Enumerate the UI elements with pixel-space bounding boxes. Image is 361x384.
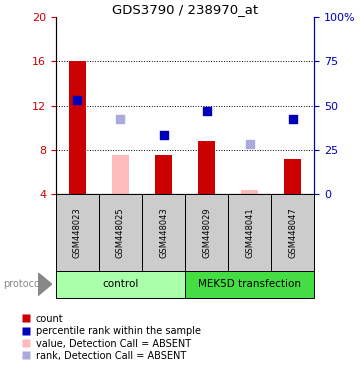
Point (247, 141, 252, 147)
Bar (155, 155, 172, 194)
Legend: count, percentile rank within the sample, value, Detection Call = ABSENT, rank, : count, percentile rank within the sample… (19, 312, 203, 363)
Text: GSM448023: GSM448023 (73, 207, 82, 258)
Bar (99, 194, 142, 271)
Bar (185, 194, 228, 271)
Bar (198, 141, 215, 194)
Bar (241, 190, 258, 194)
Bar (56, 271, 185, 298)
Bar (271, 194, 314, 271)
Title: GDS3790 / 238970_at: GDS3790 / 238970_at (112, 3, 258, 16)
Bar (56, 194, 99, 271)
Bar (142, 194, 185, 271)
Text: GSM448029: GSM448029 (202, 207, 211, 258)
Text: GSM448041: GSM448041 (245, 207, 254, 258)
Point (204, 108, 209, 114)
Bar (228, 194, 271, 271)
Point (290, 116, 295, 122)
Bar (112, 155, 129, 194)
Text: GSM448043: GSM448043 (159, 207, 168, 258)
Bar (284, 159, 301, 194)
Text: GSM448025: GSM448025 (116, 207, 125, 258)
Text: MEK5D transfection: MEK5D transfection (198, 279, 301, 289)
Point (118, 116, 123, 122)
Bar (185, 271, 314, 298)
Point (161, 132, 166, 139)
Text: GSM448047: GSM448047 (288, 207, 297, 258)
Text: protocol: protocol (4, 279, 43, 289)
Bar (69, 61, 86, 194)
Point (75, 97, 81, 103)
Text: control: control (102, 279, 139, 289)
Polygon shape (38, 273, 52, 296)
